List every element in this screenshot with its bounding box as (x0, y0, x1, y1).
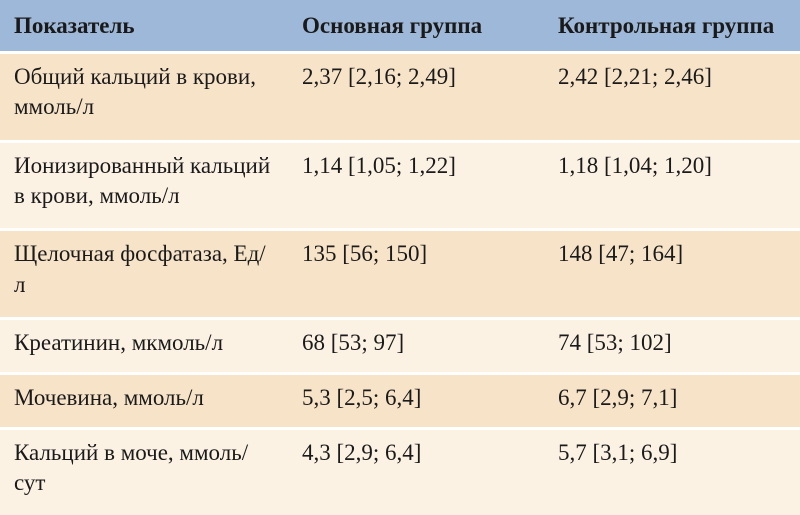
cell-main: 4,3 [2,9; 6,4] (288, 428, 544, 515)
table-row: Ионизированный кальций в крови, ммоль/л … (0, 141, 800, 230)
cell-label: Мочевина, ммоль/л (0, 373, 288, 428)
cell-control: 6,7 [2,9; 7,1] (544, 373, 800, 428)
cell-main: 135 [56; 150] (288, 230, 544, 319)
cell-label: Кальций в моче, ммоль/сут (0, 428, 288, 515)
col-header-indicator: Показатель (0, 0, 288, 53)
cell-control: 5,7 [3,1; 6,9] (544, 428, 800, 515)
cell-control: 148 [47; 164] (544, 230, 800, 319)
col-header-control-group: Контрольная группа (544, 0, 800, 53)
table-row: Щелочная фосфатаза, Ед/л 135 [56; 150] 1… (0, 230, 800, 319)
cell-main: 68 [53; 97] (288, 318, 544, 373)
col-header-main-group: Основная группа (288, 0, 544, 53)
table-row: Кальций в моче, ммоль/сут 4,3 [2,9; 6,4]… (0, 428, 800, 515)
data-table: Показатель Основная группа Контрольная г… (0, 0, 800, 515)
cell-control: 74 [53; 102] (544, 318, 800, 373)
cell-label: Креатинин, мкмоль/л (0, 318, 288, 373)
cell-control: 2,42 [2,21; 2,46] (544, 53, 800, 142)
header-row: Показатель Основная группа Контрольная г… (0, 0, 800, 53)
cell-control: 1,18 [1,04; 1,20] (544, 141, 800, 230)
table-row: Мочевина, ммоль/л 5,3 [2,5; 6,4] 6,7 [2,… (0, 373, 800, 428)
cell-label: Щелочная фосфатаза, Ед/л (0, 230, 288, 319)
table-row: Общий кальций в крови, ммоль/л 2,37 [2,1… (0, 53, 800, 142)
cell-label: Общий кальций в крови, ммоль/л (0, 53, 288, 142)
cell-main: 1,14 [1,05; 1,22] (288, 141, 544, 230)
cell-main: 2,37 [2,16; 2,49] (288, 53, 544, 142)
table-row: Креатинин, мкмоль/л 68 [53; 97] 74 [53; … (0, 318, 800, 373)
cell-main: 5,3 [2,5; 6,4] (288, 373, 544, 428)
cell-label: Ионизированный кальций в крови, ммоль/л (0, 141, 288, 230)
